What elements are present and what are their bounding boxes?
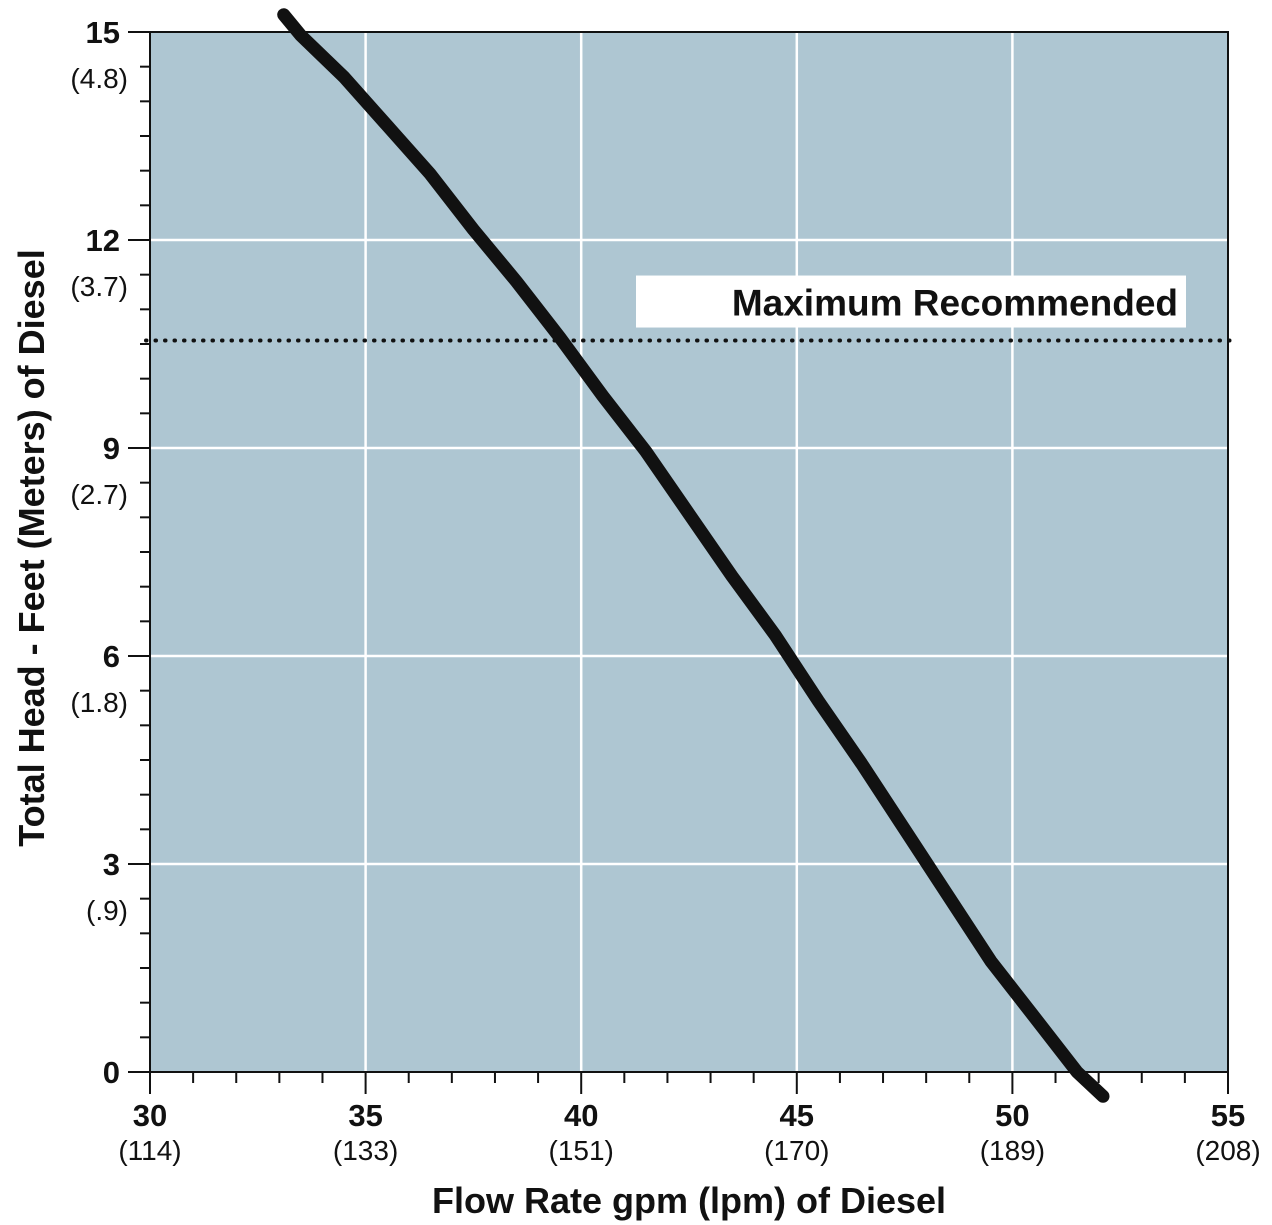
y-tick-label: 3 — [103, 847, 120, 882]
reference-label-background — [636, 275, 1186, 328]
x-tick-sublabel: (208) — [1195, 1135, 1260, 1166]
plot-frame — [149, 31, 1229, 1073]
reference-line-label: Maximum Recommended — [732, 283, 1178, 324]
y-tick-sublabel: (3.7) — [70, 271, 128, 302]
x-tick-label: 30 — [133, 1098, 167, 1133]
minor-ticks — [128, 31, 1229, 1094]
y-tick-sublabel: (2.7) — [70, 479, 128, 510]
grid-lines — [150, 32, 1228, 1072]
y-tick-label: 0 — [103, 1055, 120, 1090]
x-tick-sublabel: (170) — [764, 1135, 829, 1166]
x-tick-sublabel: (151) — [549, 1135, 614, 1166]
x-tick-label: 45 — [780, 1098, 814, 1133]
y-tick-label: 6 — [103, 639, 120, 674]
series-line — [277, 8, 1110, 1103]
x-tick-labels: 30(114) 35(133) 40(151) 45(170) 50(189) 55(20… — [118, 1098, 1260, 1166]
y-tick-sublabel: (.9) — [86, 895, 128, 926]
y-tick-labels: 0 3 (.9) 6 (1.8) 9 (2.7) 12 (3.7) 15 (4.8) — [70, 15, 128, 1090]
y-axis-title: Total Head - Feet (Meters) of Diesel — [11, 249, 52, 846]
plot-area — [150, 32, 1228, 1072]
series-group — [277, 8, 1110, 1103]
y-tick-label: 9 — [103, 431, 120, 466]
x-axis-title: Flow Rate gpm (lpm) of Diesel — [432, 1180, 946, 1221]
x-tick-label: 50 — [995, 1098, 1029, 1133]
x-tick-sublabel: (133) — [333, 1135, 398, 1166]
x-tick-sublabel: (189) — [980, 1135, 1045, 1166]
reference-lines: Maximum Recommended — [144, 275, 1234, 343]
x-tick-sublabel: (114) — [118, 1135, 181, 1166]
y-tick-label: 15 — [86, 15, 120, 50]
y-tick-sublabel: (1.8) — [70, 687, 128, 718]
y-tick-sublabel: (4.8) — [70, 63, 128, 94]
x-tick-label: 40 — [564, 1098, 598, 1133]
x-tick-label: 55 — [1211, 1098, 1245, 1133]
x-tick-label: 35 — [348, 1098, 382, 1133]
y-tick-label: 12 — [86, 223, 120, 258]
